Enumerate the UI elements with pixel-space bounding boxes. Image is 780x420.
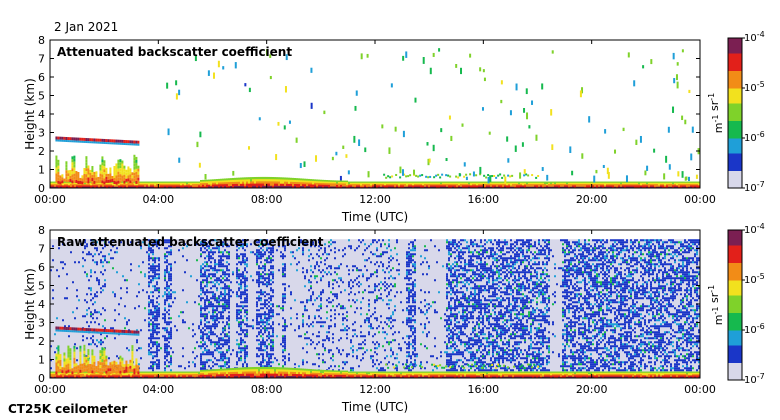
- colorbar: 10-7 10-6 10-5 10-4 m-1 sr-1: [707, 30, 765, 194]
- x-tick-label: 00:00: [34, 383, 66, 396]
- colorbar-tick-label: 10-4: [744, 222, 765, 236]
- y-tick-label: 0: [38, 372, 45, 385]
- y-tick-label: 7: [38, 53, 45, 66]
- y-tick-label: 2: [38, 335, 45, 348]
- colorbar-tick-label: 10-7: [744, 372, 765, 386]
- x-tick-label: 12:00: [359, 193, 391, 206]
- chart-panel-1: 0 1 2 3 4 5 6 7 8 00:00 04:00 08:00 12:00 16:00 20:00 0…: [23, 30, 765, 224]
- x-tick-label: 08:00: [251, 193, 283, 206]
- y-tick-label: 3: [38, 317, 45, 330]
- panel-title: Raw attenuated backscatter coefficient: [57, 235, 324, 249]
- x-tick-label: 04:00: [142, 193, 174, 206]
- x-tick-label: 16:00: [467, 193, 499, 206]
- colorbar-unit-label: m-1 sr-1: [707, 93, 725, 133]
- y-tick-label: 5: [38, 90, 45, 103]
- colorbar: 10-7 10-6 10-5 10-4 m-1 sr-1: [707, 222, 765, 386]
- y-tick-label: 3: [38, 127, 45, 140]
- y-tick-label: 4: [38, 108, 45, 121]
- y-tick-label: 0: [38, 182, 45, 195]
- colorbar-frame: [727, 37, 743, 189]
- x-tick-label: 12:00: [359, 383, 391, 396]
- x-tick-label: 20:00: [576, 383, 608, 396]
- colorbar-unit-label: m-1 sr-1: [707, 285, 725, 325]
- y-tick-label: 4: [38, 298, 45, 311]
- instrument-label: CT25K ceilometer: [8, 402, 128, 416]
- y-tick-label: 1: [38, 164, 45, 177]
- y-axis-label: Height (km): [23, 268, 37, 339]
- panel-title: Attenuated backscatter coefficient: [57, 45, 292, 59]
- backscatter-field: [50, 239, 700, 379]
- colorbar-tick-label: 10-6: [744, 130, 765, 144]
- y-tick-label: 8: [38, 224, 45, 237]
- y-tick-label: 6: [38, 261, 45, 274]
- x-tick-label: 00:00: [684, 383, 716, 396]
- x-axis-label: Time (UTC): [341, 210, 408, 224]
- y-tick-label: 7: [38, 243, 45, 256]
- colorbar-tick-label: 10-5: [744, 272, 765, 286]
- x-tick-label: 00:00: [34, 193, 66, 206]
- colorbar-tick-label: 10-5: [744, 80, 765, 94]
- x-tick-label: 00:00: [684, 193, 716, 206]
- y-tick-label: 1: [38, 354, 45, 367]
- colorbar-tick-label: 10-7: [744, 180, 765, 194]
- date-label: 2 Jan 2021: [54, 20, 119, 34]
- y-axis-label: Height (km): [23, 78, 37, 149]
- y-tick-label: 8: [38, 34, 45, 47]
- colorbar-tick-label: 10-6: [744, 322, 765, 336]
- y-tick-label: 6: [38, 71, 45, 84]
- chart-panel-2: 0 1 2 3 4 5 6 7 8 00:00 04:00 08:00 12:00 16:00 20:00 0…: [23, 222, 765, 414]
- plot-area: [50, 40, 700, 188]
- x-axis-label: Time (UTC): [341, 400, 408, 414]
- y-tick-label: 2: [38, 145, 45, 158]
- x-tick-label: 04:00: [142, 383, 174, 396]
- y-tick-label: 5: [38, 280, 45, 293]
- x-tick-label: 20:00: [576, 193, 608, 206]
- colorbar-tick-label: 10-4: [744, 30, 765, 44]
- colorbar-frame: [727, 229, 743, 381]
- x-tick-label: 08:00: [251, 383, 283, 396]
- x-tick-label: 16:00: [467, 383, 499, 396]
